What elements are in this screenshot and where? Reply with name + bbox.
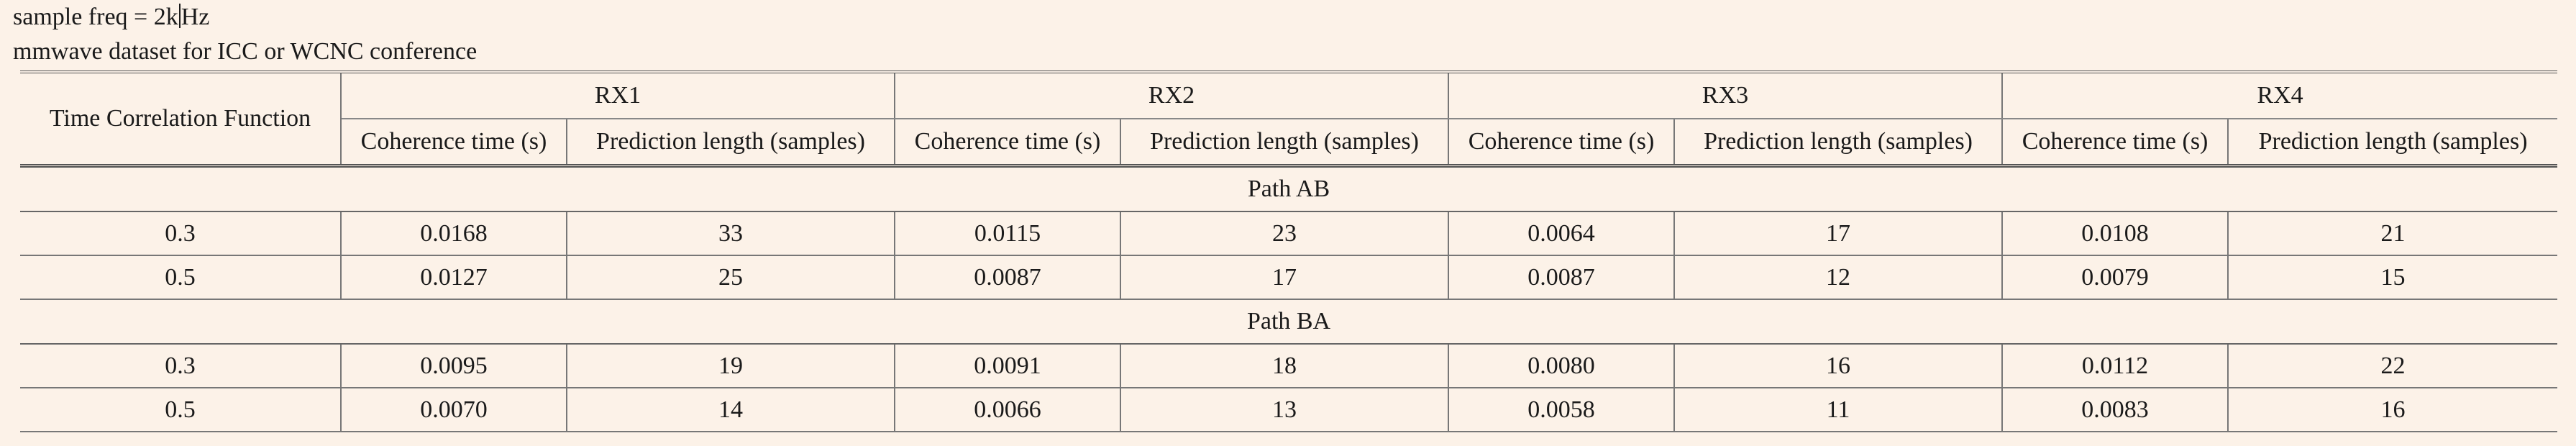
- row-header-cell: Time Correlation Function: [20, 70, 342, 168]
- table-cell: 21: [2228, 211, 2558, 256]
- table-cell: 0.0108: [2002, 211, 2229, 256]
- coherence-time-header: Coherence time (s): [895, 119, 1122, 168]
- table-cell: 0.0127: [341, 255, 567, 300]
- table-cell: 23: [1120, 211, 1450, 256]
- receiver-header: RX1: [341, 70, 896, 119]
- table-cell: 16: [1674, 344, 2004, 388]
- table-cell: 15: [2228, 255, 2558, 300]
- prediction-length-header: Prediction length (samples): [1674, 119, 2004, 168]
- tcf-cell: 0.5: [20, 255, 342, 300]
- sample-frequency-line: sample freq = 2k Hz: [13, 0, 477, 35]
- section-title: Path BA: [20, 299, 2558, 345]
- text-cursor: [178, 4, 181, 28]
- receiver-header: RX2: [895, 70, 1450, 119]
- table-cell: 0.0087: [895, 255, 1122, 300]
- section-title: Path AB: [20, 165, 2558, 212]
- coherence-table: Time Correlation Function RX1 RX2 RX3 RX…: [20, 70, 2558, 432]
- section-row: Path AB: [20, 165, 2558, 212]
- table-cell: 0.0115: [895, 211, 1122, 256]
- table-cell: 0.0112: [2002, 344, 2229, 388]
- receiver-header: RX4: [2002, 70, 2558, 119]
- table-row: 0.3 0.0095 19 0.0091 18 0.0080 16 0.0112…: [20, 344, 2558, 388]
- prediction-length-header: Prediction length (samples): [1120, 119, 1450, 168]
- table-cell: 0.0066: [895, 388, 1122, 432]
- table-cell: 0.0083: [2002, 388, 2229, 432]
- subcolumn-header-row: Coherence time (s) Prediction length (sa…: [20, 119, 2558, 168]
- coherence-time-header: Coherence time (s): [2002, 119, 2229, 168]
- table-cell: 17: [1674, 211, 2004, 256]
- dataset-description: mmwave dataset for ICC or WCNC conferenc…: [13, 38, 478, 65]
- table-cell: 0.0064: [1448, 211, 1676, 256]
- table-cell: 11: [1674, 388, 2004, 432]
- table-cell: 22: [2228, 344, 2558, 388]
- table-cell: 0.0091: [895, 344, 1122, 388]
- table-cell: 0.0080: [1448, 344, 1676, 388]
- coherence-time-header: Coherence time (s): [341, 119, 567, 168]
- prediction-length-header: Prediction length (samples): [2228, 119, 2558, 168]
- receiver-header-row: Time Correlation Function RX1 RX2 RX3 RX…: [20, 70, 2558, 168]
- table-cell: 19: [567, 344, 896, 388]
- table-cell: 0.0079: [2002, 255, 2229, 300]
- sample-frequency-text-start: sample freq = 2k: [13, 4, 178, 30]
- prediction-length-header: Prediction length (samples): [567, 119, 896, 168]
- table-row: 0.5 0.0127 25 0.0087 17 0.0087 12 0.0079…: [20, 255, 2558, 300]
- section-row: Path BA: [20, 299, 2558, 345]
- document-header: sample freq = 2k Hz mmwave dataset for IC…: [13, 0, 477, 69]
- table-row: 0.5 0.0070 14 0.0066 13 0.0058 11 0.0083…: [20, 388, 2558, 432]
- table-cell: 13: [1120, 388, 1450, 432]
- table-cell: 14: [567, 388, 896, 432]
- table-cell: 0.0087: [1448, 255, 1676, 300]
- table-cell: 18: [1120, 344, 1450, 388]
- table-cell: 0.0058: [1448, 388, 1676, 432]
- sample-frequency-text-end: Hz: [181, 4, 210, 30]
- coherence-time-header: Coherence time (s): [1448, 119, 1676, 168]
- table-cell: 16: [2228, 388, 2558, 432]
- table-cell: 17: [1120, 255, 1450, 300]
- table-cell: 0.0070: [341, 388, 567, 432]
- table-cell: 12: [1674, 255, 2004, 300]
- receiver-header: RX3: [1448, 70, 2004, 119]
- table-cell: 0.0168: [341, 211, 567, 256]
- table-cell: 0.0095: [341, 344, 567, 388]
- table-cell: 25: [567, 255, 896, 300]
- tcf-cell: 0.3: [20, 344, 342, 388]
- table-row: 0.3 0.0168 33 0.0115 23 0.0064 17 0.0108…: [20, 211, 2558, 256]
- tcf-cell: 0.5: [20, 388, 342, 432]
- table-cell: 33: [567, 211, 896, 256]
- tcf-cell: 0.3: [20, 211, 342, 256]
